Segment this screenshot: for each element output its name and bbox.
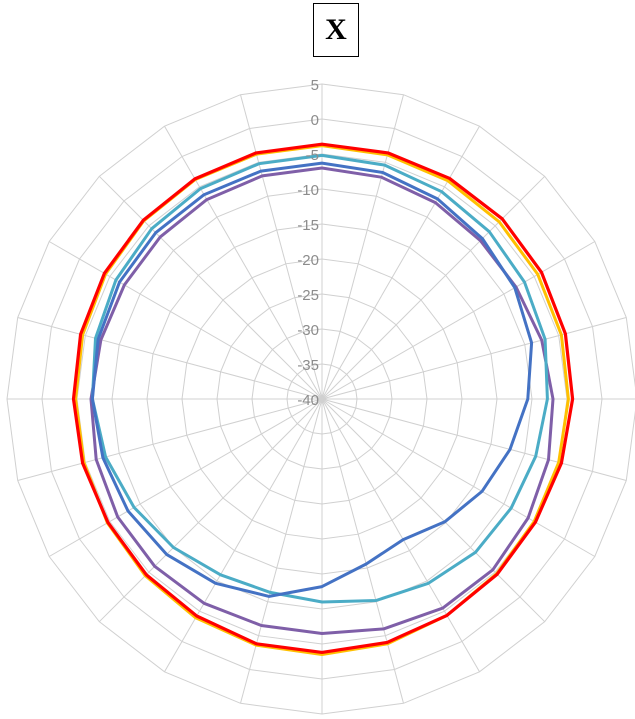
radar-series xyxy=(71,142,575,656)
grid-spoke xyxy=(98,175,323,400)
grid-spoke xyxy=(321,317,627,400)
tick-label: -20 xyxy=(297,252,319,269)
grid-spoke xyxy=(321,94,404,400)
grid-spoke xyxy=(321,241,596,400)
chart-title: X xyxy=(325,13,347,46)
tick-label: -40 xyxy=(297,392,319,409)
grid-spoke xyxy=(17,398,323,481)
grid-spoke xyxy=(164,125,323,400)
tick-label: -35 xyxy=(297,357,319,374)
tick-label: -15 xyxy=(297,217,319,234)
radial-tick-labels: 5 0 -5 -10 -15 -20 -25 -30 -35 -40 xyxy=(297,77,319,409)
grid-spoke xyxy=(240,398,323,704)
tick-label: -10 xyxy=(297,182,319,199)
grid-spoke xyxy=(17,317,323,400)
grid-spoke xyxy=(48,398,323,557)
radar-grid xyxy=(6,83,635,715)
tick-label: -5 xyxy=(306,147,319,164)
grid-spoke xyxy=(321,398,480,673)
grid-spoke xyxy=(98,398,323,623)
tick-label: 0 xyxy=(311,112,319,129)
grid-spoke xyxy=(240,94,323,400)
grid-spoke xyxy=(321,398,404,704)
grid-spoke xyxy=(48,241,323,400)
series-line-5 xyxy=(90,161,534,598)
series-line-2 xyxy=(71,142,575,655)
grid-spoke xyxy=(321,175,546,400)
grid-spoke xyxy=(164,398,323,673)
grid-spoke xyxy=(321,398,596,557)
tick-label: 5 xyxy=(311,77,319,94)
grid-spoke xyxy=(321,398,546,623)
series-line-4 xyxy=(90,153,549,604)
chart-title-box: X xyxy=(313,3,359,57)
grid-spoke xyxy=(321,398,627,481)
grid-spoke xyxy=(321,125,480,400)
tick-label: -30 xyxy=(297,322,319,339)
tick-label: -25 xyxy=(297,287,319,304)
